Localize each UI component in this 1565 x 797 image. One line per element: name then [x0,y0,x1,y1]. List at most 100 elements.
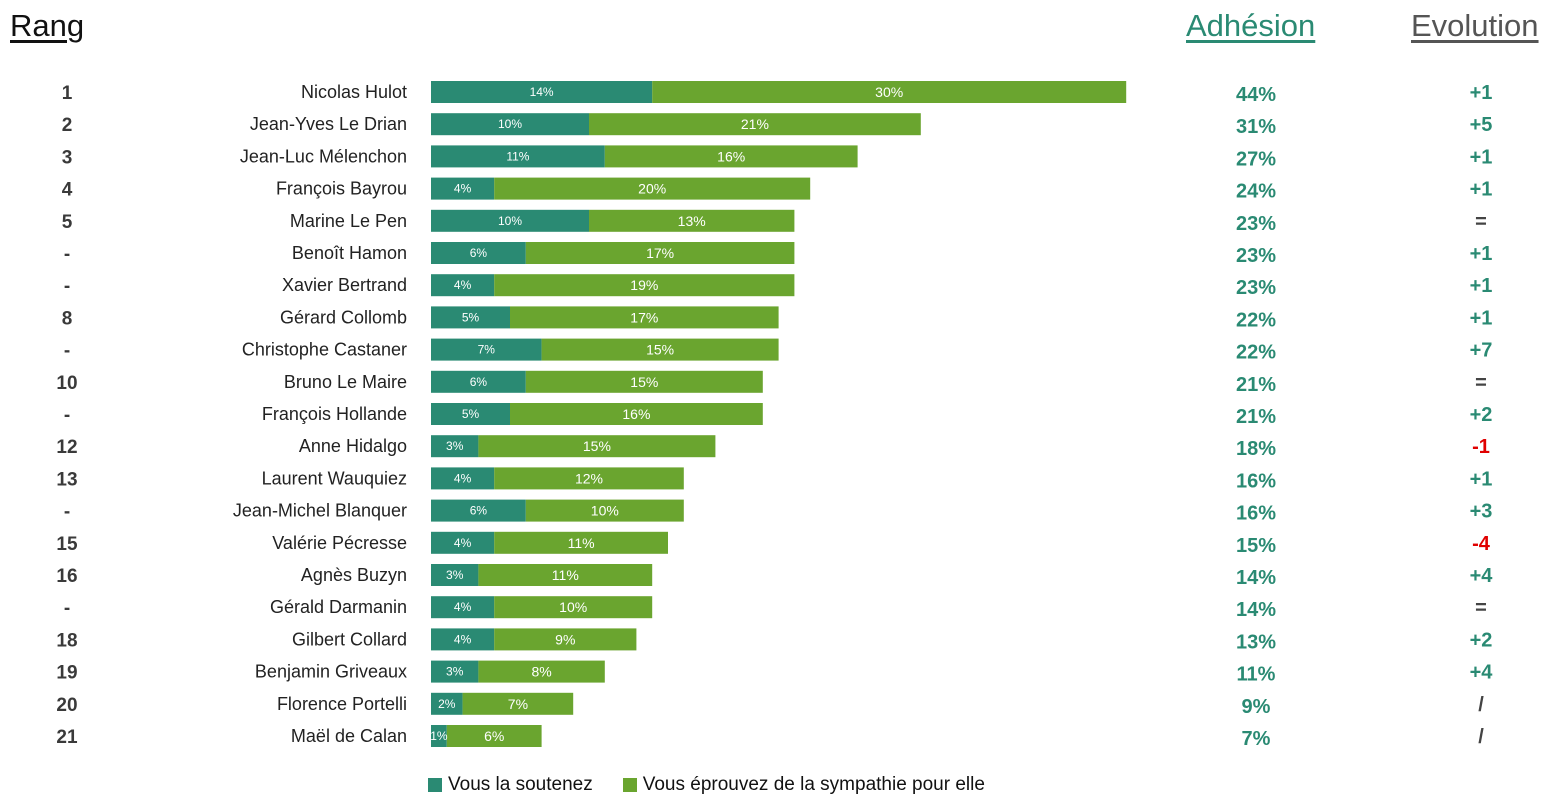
rank-column-header: Rang [10,8,85,43]
data-label-support: 14% [530,85,554,99]
adhesion-value: 11% [1237,664,1276,686]
bar-support [431,692,463,715]
category-label: Agnès Buzyn [301,565,407,585]
category-label: Gilbert Collard [292,629,407,649]
adhesion-value: 21% [1236,406,1276,428]
legend-item-support: Vous la soutenez [428,774,593,796]
adhesion-value: 14% [1236,599,1276,621]
evolution-value: / [1478,694,1484,716]
data-label-support: 10% [498,214,522,228]
legend-swatch-support [428,778,442,792]
bar-sympathy [510,306,779,329]
data-label-sympathy: 15% [630,374,658,390]
bar-support [431,145,605,168]
bar-sympathy [652,81,1127,103]
rank-label: 5 [62,212,73,233]
category-label: Laurent Wauquiez [262,468,407,488]
data-label-support: 6% [470,246,488,260]
data-label-support: 4% [454,536,472,550]
adhesion-value: 23% [1236,213,1276,235]
data-label-sympathy: 16% [622,406,650,422]
rank-label: 13 [56,469,77,490]
adhesion-value: 22% [1236,309,1276,331]
rank-label: 4 [62,180,73,201]
evolution-value: = [1475,372,1487,394]
bar-support [431,370,526,393]
evolution-value: +1 [1470,243,1493,265]
category-label: Bruno Le Maire [284,372,407,392]
bar-sympathy [589,209,795,232]
bar-support [431,596,495,619]
bar-support [431,499,526,522]
bar-support [431,113,589,136]
category-label: Benoît Hamon [292,243,407,263]
category-label: Xavier Bertrand [282,275,407,295]
bar-sympathy [494,628,637,651]
data-label-support: 5% [462,407,480,421]
bar-support [431,660,479,683]
evolution-value: +4 [1470,662,1494,684]
bar-sympathy [494,274,795,297]
evolution-value: -4 [1472,533,1491,555]
legend-swatch-sympathy [622,778,637,792]
bar-sympathy [604,145,858,168]
rank-label: 3 [62,147,73,168]
rank-label: 16 [56,566,77,587]
bar-support [431,177,495,200]
evolution-value: +1 [1470,146,1493,168]
category-label: Benjamin Griveaux [255,662,407,682]
data-label-sympathy: 12% [575,470,603,486]
data-label-sympathy: 10% [591,503,619,519]
category-label: Marine Le Pen [290,211,407,231]
legend-item-sympathy: Vous éprouvez de la sympathie pour elle [622,774,985,796]
adhesion-value: 22% [1236,342,1276,364]
legend-label-support: Vous la soutenez [448,774,593,795]
data-label-sympathy: 15% [583,438,611,454]
data-label-support: 2% [438,697,456,711]
data-label-sympathy: 15% [646,342,674,358]
bar-support [431,564,479,586]
data-label-support: 5% [462,310,480,324]
data-label-sympathy: 11% [568,535,595,551]
data-label-sympathy: 30% [875,84,903,100]
evolution-value: -1 [1472,436,1490,458]
adhesion-value: 16% [1236,503,1276,525]
data-label-support: 10% [498,117,522,131]
adhesion-value: 14% [1236,567,1276,589]
data-label-support: 4% [454,632,472,646]
adhesion-value: 13% [1236,631,1276,653]
data-label-support: 6% [470,375,488,389]
rank-label: - [64,341,70,362]
bar-sympathy [525,499,684,522]
evolution-value: = [1475,211,1487,233]
chart-legend: Vous la soutenez Vous éprouvez de la sym… [428,774,1015,796]
bar-support [431,242,526,264]
data-label-support: 4% [454,600,472,614]
adhesion-value: 31% [1236,116,1276,138]
data-label-sympathy: 11% [552,567,579,583]
bar-support [431,725,447,747]
category-label: François Hollande [262,404,407,424]
adhesion-value: 18% [1236,438,1276,460]
category-label: Florence Portelli [277,694,407,714]
adhesion-value: 44% [1236,84,1276,106]
data-label-sympathy: 21% [741,116,769,132]
data-label-sympathy: 10% [559,599,587,615]
evolution-column-header: Evolution [1411,8,1539,43]
bar-support [431,435,479,458]
adhesion-column-header: Adhésion [1186,8,1316,43]
data-label-sympathy: 6% [484,728,504,744]
data-label-sympathy: 17% [630,309,658,325]
rank-label: - [64,598,70,619]
adhesion-value: 15% [1236,535,1276,557]
rank-label: - [64,502,70,523]
rank-label: 15 [56,534,78,555]
bar-sympathy [494,596,653,619]
bar-support [431,403,510,425]
evolution-value: +2 [1470,629,1493,651]
bar-support [431,338,542,361]
adhesion-value: 7% [1242,728,1271,750]
category-label: Gérard Collomb [280,307,407,327]
evolution-value: +4 [1470,565,1494,587]
data-label-support: 6% [470,504,488,518]
